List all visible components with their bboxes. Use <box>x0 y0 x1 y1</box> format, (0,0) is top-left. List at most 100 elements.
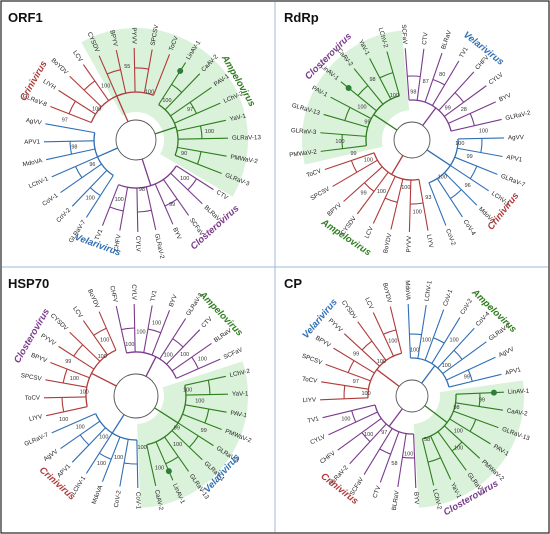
leaf-branch <box>98 311 117 351</box>
taxon-label: CYLV <box>134 236 141 253</box>
bootstrap-value: 93 <box>425 195 431 201</box>
taxon-label: TV1 <box>307 415 320 425</box>
leaf-branch <box>170 86 212 117</box>
leaf-branch <box>151 310 171 356</box>
new-species-marker <box>165 468 172 475</box>
highlight-region <box>301 30 410 165</box>
leaf-branch <box>328 411 378 436</box>
taxon-label: CoV-2 <box>113 489 123 508</box>
leaf-branch <box>136 439 139 488</box>
leaf-branch <box>119 187 129 231</box>
leaf-branch <box>44 140 95 143</box>
leaf-branch <box>154 183 174 225</box>
leaf-branch <box>98 55 118 97</box>
taxon-label: LCV <box>364 225 376 240</box>
leaf-branch <box>320 397 369 401</box>
bootstrap-value: 100 <box>99 434 108 440</box>
leaf-branch <box>330 96 372 120</box>
bootstrap-value: 100 <box>377 189 386 195</box>
bootstrap-value: 100 <box>404 451 413 457</box>
taxon-label: BPYV <box>108 29 119 47</box>
bootstrap-value: 100 <box>164 353 173 359</box>
panel-title: CP <box>284 276 302 291</box>
leaf-branch <box>133 304 136 353</box>
bootstrap-value: 100 <box>86 196 95 202</box>
leaf-branch <box>408 179 412 232</box>
leaf-branch <box>50 105 92 124</box>
bootstrap-value: 90 <box>181 151 187 157</box>
bootstrap-value: 100 <box>162 98 171 104</box>
leaf-branch <box>337 417 382 451</box>
leaf-branch <box>115 50 127 94</box>
leaf-branch <box>71 169 108 207</box>
bootstrap-value: 100 <box>59 417 68 423</box>
leaf-branch <box>136 187 139 232</box>
leaf-branch <box>444 172 478 206</box>
bootstrap-value: 100 <box>70 376 79 382</box>
taxon-label: SCFaV <box>400 24 409 45</box>
leaf-branch <box>60 420 101 450</box>
taxon-label: LinAV-1 <box>508 388 530 396</box>
clade-stem <box>373 114 398 131</box>
leaf-branch <box>85 175 114 218</box>
leaf-branch <box>60 163 102 194</box>
leaf-branch <box>44 396 87 399</box>
leaf-branch <box>174 154 222 175</box>
leaf-branch <box>320 132 367 137</box>
root-circle <box>393 121 431 159</box>
taxon-label: LChV-2 <box>229 368 251 379</box>
clade-stem <box>91 372 117 387</box>
leaf-branch <box>58 345 95 370</box>
leaf-branch <box>164 436 190 472</box>
bootstrap-value: 100 <box>401 185 410 191</box>
bootstrap-value: 100 <box>410 348 419 354</box>
leaf-branch <box>332 159 378 187</box>
taxon-label: CHFV <box>108 285 119 304</box>
bootstrap-value: 98 <box>369 77 375 83</box>
leaf-branch <box>177 146 227 157</box>
leaf-branch <box>357 321 387 361</box>
leaf-branch <box>389 306 403 354</box>
bootstrap-value: 100 <box>361 391 370 397</box>
leaf-branch <box>437 431 467 471</box>
bootstrap-value: 99 <box>445 105 451 111</box>
leaf-branch <box>119 439 129 487</box>
bootstrap-value: 100 <box>364 157 373 163</box>
leaf-branch <box>418 179 429 231</box>
root-circle <box>115 119 157 161</box>
bootstrap-value: 99 <box>464 374 470 380</box>
leaf-branch <box>450 164 489 192</box>
leaf-branch <box>133 48 136 93</box>
panel-title: HSP70 <box>8 276 49 291</box>
bootstrap-value: 100 <box>195 398 204 404</box>
bootstrap-value: 100 <box>180 352 189 358</box>
bootstrap-value: 100 <box>183 387 192 393</box>
taxon-label: GLRaV-3 <box>291 127 317 136</box>
new-species-marker <box>345 85 352 92</box>
bootstrap-value: 100 <box>450 338 459 344</box>
taxon-label: SPCSV <box>20 372 43 383</box>
bootstrap-value: 99 <box>350 151 356 157</box>
new-species-marker <box>490 389 497 396</box>
leaf-branch <box>363 428 393 475</box>
taxon-label: PYVV <box>130 27 137 45</box>
clade-stem <box>424 405 448 423</box>
leaf-branch <box>82 64 110 101</box>
taxon-label: LIYV <box>303 397 318 405</box>
leaf-branch <box>356 171 389 215</box>
leaf-branch <box>448 373 502 388</box>
bootstrap-value: 99 <box>364 120 370 126</box>
bootstrap-value: 100 <box>152 320 161 326</box>
bootstrap-value: 98 <box>71 145 77 151</box>
bootstrap-value: 100 <box>98 354 107 360</box>
taxon-label: TV1 <box>150 289 159 302</box>
leaf-branch <box>437 327 475 369</box>
leaf-branch <box>353 68 384 105</box>
bootstrap-value: 100 <box>101 83 110 89</box>
bootstrap-value: 99 <box>201 428 207 434</box>
taxon-label: PYVV <box>405 235 412 253</box>
bootstrap-value: 100 <box>454 446 463 452</box>
leaf-branch <box>320 145 367 152</box>
highlight-region <box>81 28 249 197</box>
